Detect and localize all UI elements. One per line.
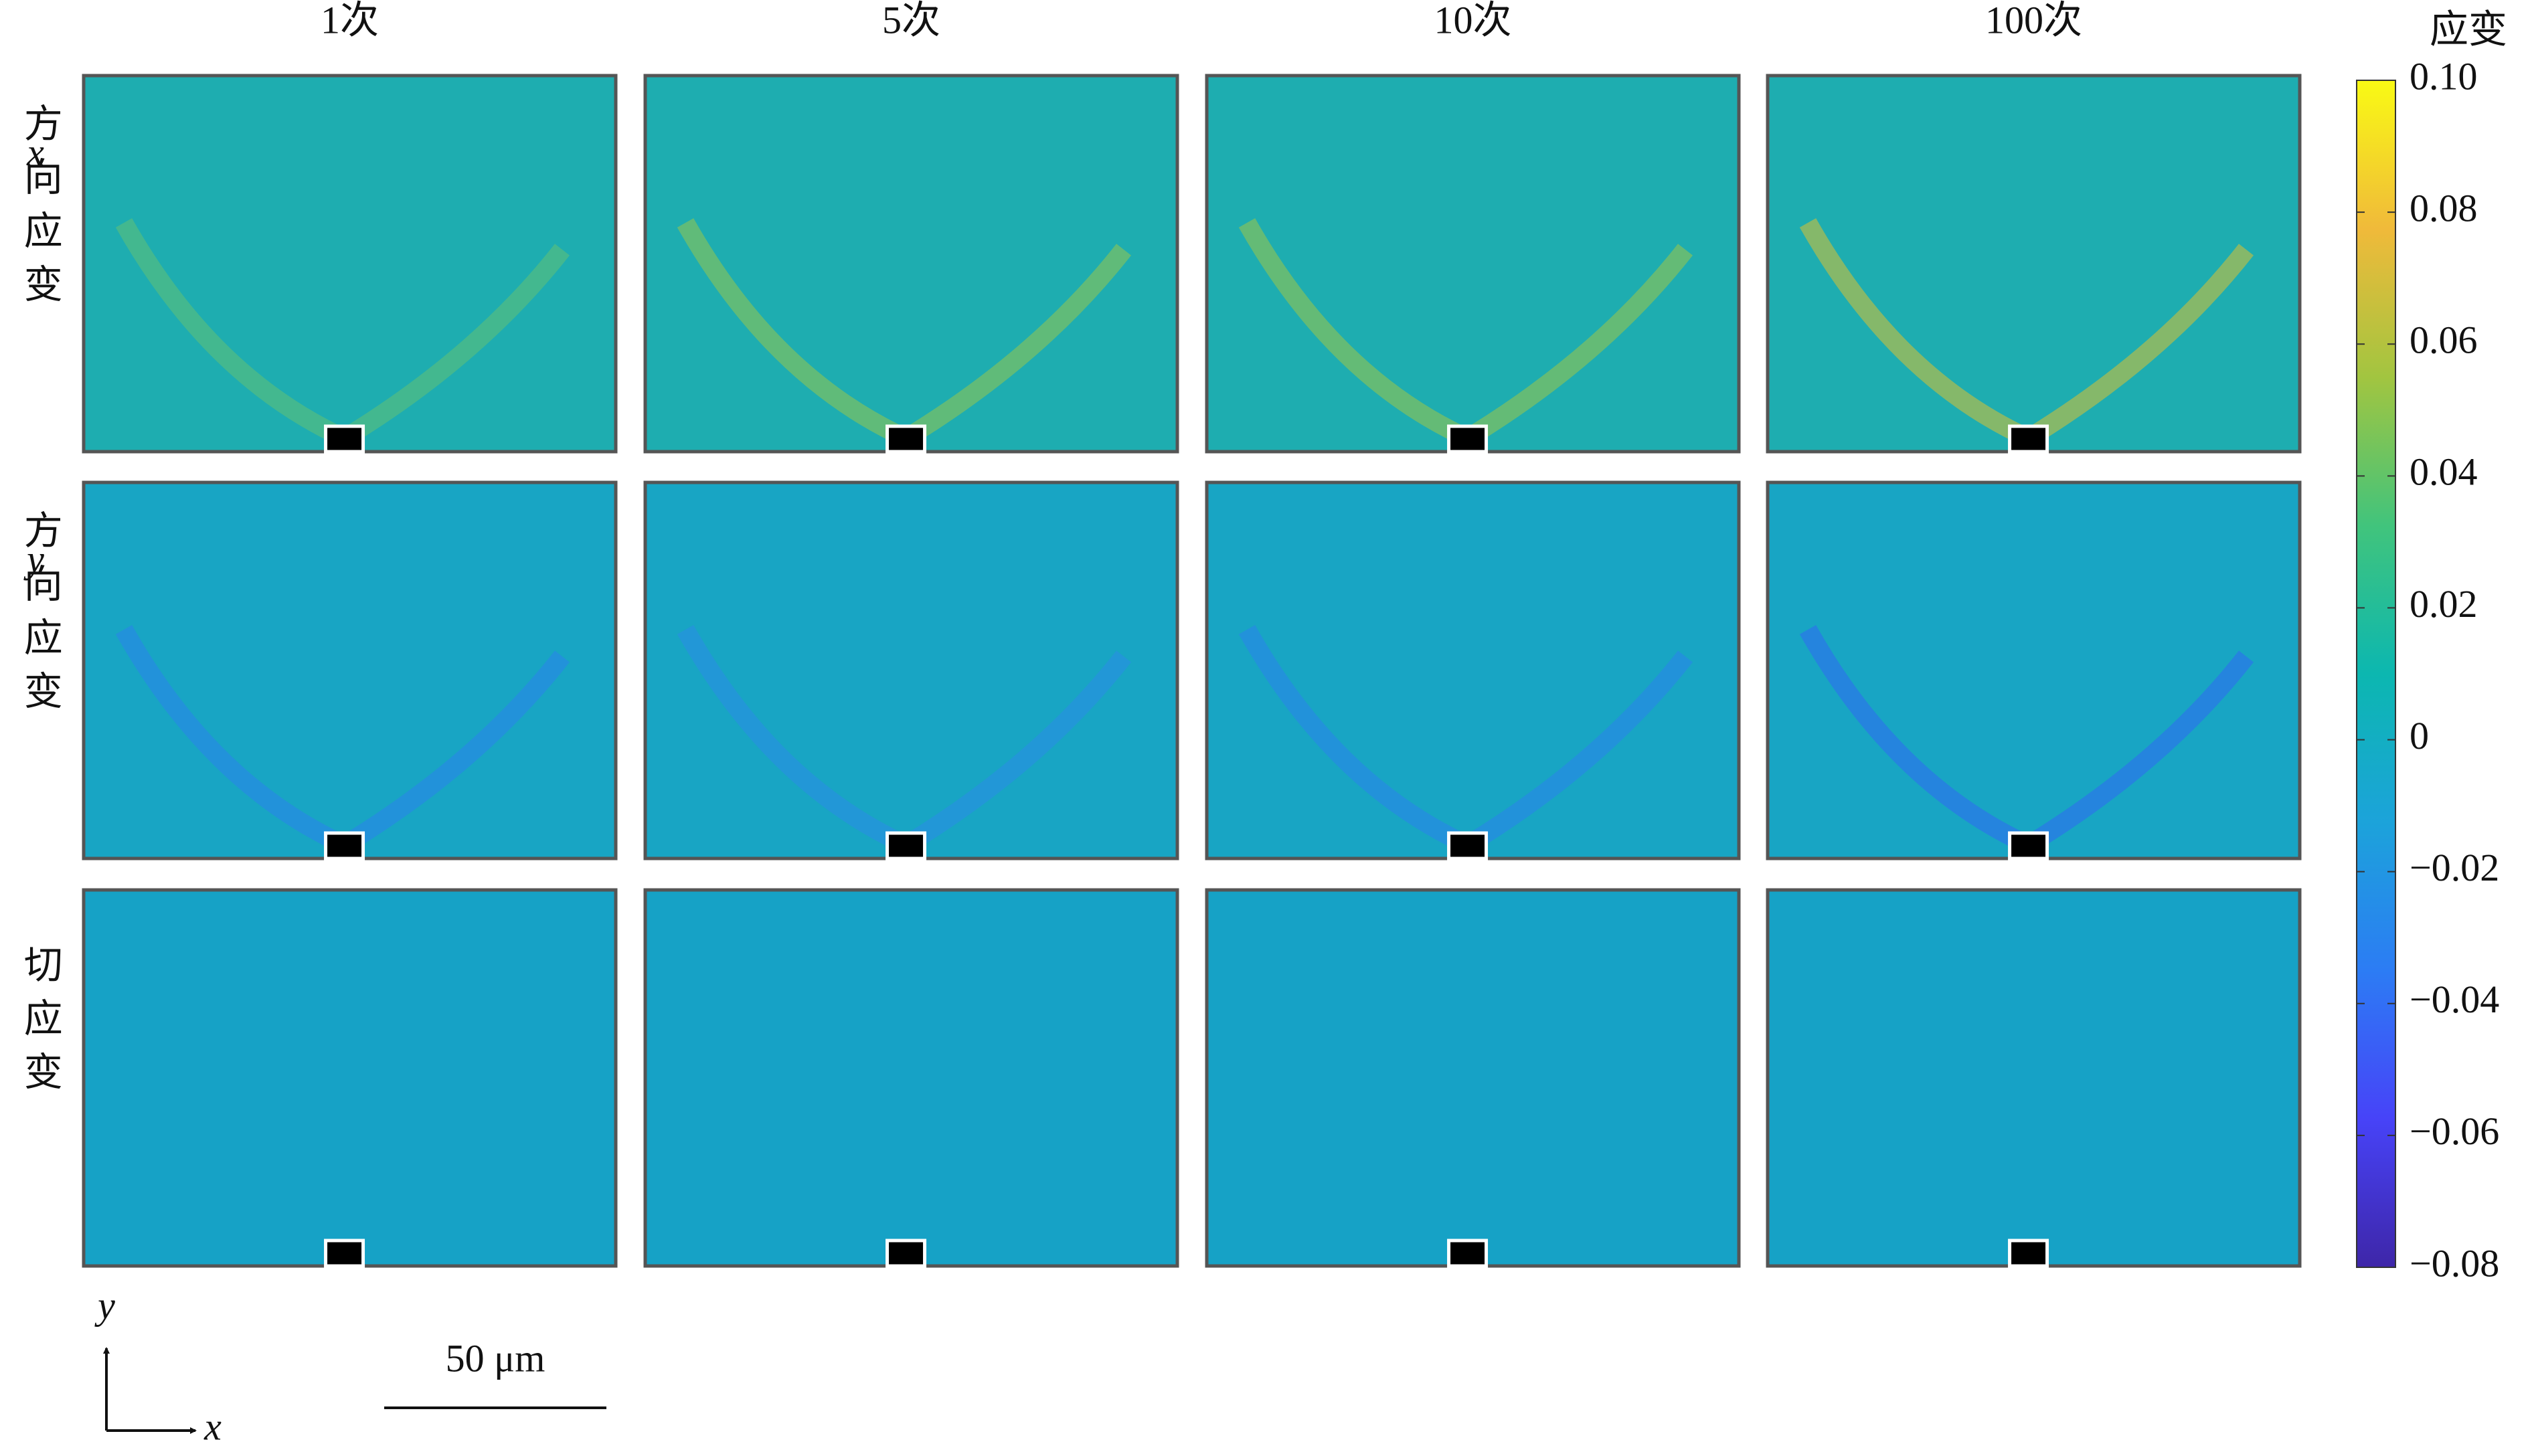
row-label: 方向应变: [18, 510, 62, 724]
notch: [1447, 1239, 1489, 1268]
strain-map: [643, 888, 1179, 1268]
strain-map: [1766, 480, 2302, 860]
row-label: y: [23, 537, 44, 581]
tick-label: −0.06: [2410, 1109, 2499, 1153]
notch: [2008, 831, 2049, 860]
notch: [886, 424, 927, 454]
strain-map: [643, 74, 1179, 454]
column-label: 1次: [321, 0, 379, 41]
colorbar: [2356, 80, 2396, 1268]
tick-label: 0: [2410, 714, 2429, 757]
column-label: 100次: [1985, 0, 2082, 41]
strain-map: [1766, 74, 2302, 454]
tick-label: 0.08: [2410, 186, 2478, 230]
notch: [1447, 831, 1489, 860]
tick-label: −0.08: [2410, 1241, 2499, 1285]
notch: [2008, 424, 2049, 454]
strain-map: [82, 480, 618, 860]
notch: [324, 1239, 365, 1268]
tick-label: −0.02: [2410, 846, 2499, 889]
row-label: 方向应变: [18, 103, 62, 317]
row-label-var: x: [26, 130, 44, 174]
notch: [1447, 424, 1489, 454]
scale-bar-label: 50 μm: [446, 1336, 545, 1380]
notch: [324, 424, 365, 454]
strain-map: [643, 480, 1179, 860]
notch: [324, 831, 365, 860]
tick-label: −0.04: [2410, 978, 2499, 1021]
colorbar-title: 应变: [2430, 7, 2507, 51]
strain-map: [1766, 888, 2302, 1268]
column-label: 10次: [1434, 0, 1511, 41]
strain-map: [82, 888, 618, 1268]
panels: [82, 74, 2302, 1268]
strain-map: [1205, 888, 1741, 1268]
axis-label: y: [94, 1283, 115, 1327]
strain-map: [1205, 480, 1741, 860]
tick-label: 0.04: [2410, 450, 2478, 494]
notch: [886, 1239, 927, 1268]
axis-label: x: [203, 1404, 222, 1448]
row-label: 切应变: [18, 944, 62, 1105]
strain-map: [82, 74, 618, 454]
notch: [2008, 1239, 2049, 1268]
tick-label: 0.02: [2410, 582, 2478, 626]
strain-map: [1205, 74, 1741, 454]
tick-label: 0.10: [2410, 54, 2478, 98]
notch: [886, 831, 927, 860]
column-label: 5次: [882, 0, 940, 41]
tick-label: 0.06: [2410, 318, 2478, 362]
row-label-var: y: [23, 537, 44, 581]
row-label: x: [26, 130, 44, 174]
